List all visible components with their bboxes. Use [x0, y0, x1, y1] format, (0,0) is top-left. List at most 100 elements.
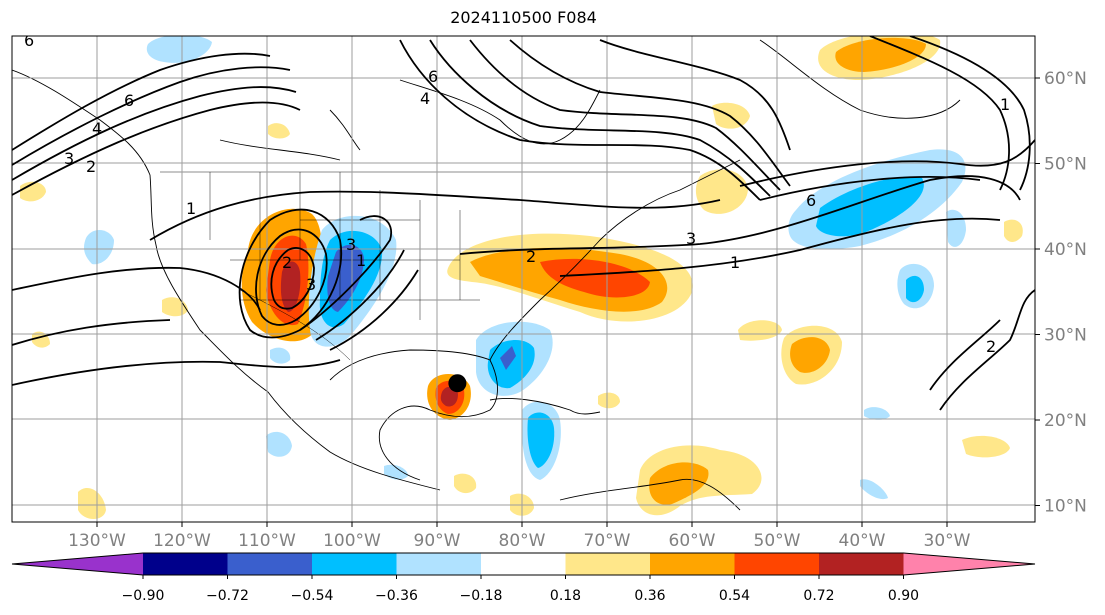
colorbar-level-label: 0.90 [888, 588, 919, 604]
contour-label: 1 [186, 199, 196, 218]
colorbar-segment [143, 553, 228, 575]
longitude-label: 90°W [414, 531, 461, 551]
colorbar-extend-min [12, 553, 143, 575]
contour-line [869, 36, 1010, 191]
colorbar-segment [396, 553, 482, 575]
coastline-cuba [489, 398, 601, 415]
longitude-label: 40°W [839, 531, 886, 551]
colorbar-level-label: 0.54 [719, 588, 750, 604]
colorbar-tick-labels: −0.90 −0.72 −0.54 −0.36 −0.18 0.18 0.36 0.54 0.7… [122, 575, 919, 604]
colorbar-segment [650, 553, 735, 575]
coastline-gulf [329, 349, 498, 481]
contour-line [238, 208, 343, 339]
longitude-label: 130°W [68, 531, 126, 551]
contour-line [149, 190, 721, 241]
contour-label: 3 [686, 229, 696, 248]
contour-label: 6 [806, 191, 816, 210]
contour-line [739, 139, 1035, 187]
colorbar-level-label: −0.90 [122, 588, 165, 604]
colorbar-segment [819, 553, 904, 575]
contour-label: 6 [428, 67, 438, 86]
contour-label: 2 [86, 157, 96, 176]
contour-line [12, 101, 301, 196]
coastline-pacific-north [12, 69, 441, 491]
coastline-greenland [759, 39, 961, 119]
contour-label: 2 [986, 337, 996, 356]
contour-line [315, 249, 405, 341]
coastline-south-america [559, 478, 741, 511]
contour-label: 4 [420, 89, 430, 108]
colorbar-level-label: −0.18 [460, 588, 503, 604]
contour-line [255, 228, 328, 326]
contour-line [429, 39, 771, 197]
colorbar-segment [227, 553, 313, 575]
contour-line [509, 39, 791, 187]
latitude-label: 50°N [1044, 155, 1087, 175]
coastlines [12, 39, 961, 511]
contour-line [459, 175, 1021, 255]
colorbar-segment [565, 553, 651, 575]
contour-label: 1 [356, 251, 366, 270]
longitude-tick-labels: 130°W 120°W 110°W 100°W 90°W 80°W 70°W 60°W 50°W… [68, 522, 971, 551]
contour-label: 6 [24, 31, 34, 50]
colorbar-level-label: 0.36 [634, 588, 665, 604]
colorbar-segment [734, 553, 820, 575]
latitude-label: 20°N [1044, 411, 1087, 431]
contour-label: 2 [282, 253, 292, 272]
contour-line [299, 215, 393, 331]
colorbar-level-label: 0.18 [550, 588, 581, 604]
colorbar-level-label: −0.54 [291, 588, 334, 604]
coastline-hudson [399, 79, 601, 145]
coastline-atlantic [489, 159, 741, 361]
longitude-label: 50°W [754, 531, 801, 551]
contour-line [12, 52, 271, 151]
contour-labels: 6 6 4 3 2 1 6 4 3 1 2 3 6 2 3 1 1 2 [24, 31, 1010, 356]
map-frame [11, 35, 1036, 523]
latitude-label: 30°N [1044, 326, 1087, 346]
colorbar-level-label: 0.72 [803, 588, 834, 604]
contour-label: 4 [92, 119, 102, 138]
contour-label: 6 [124, 91, 134, 110]
longitude-label: 60°W [669, 531, 716, 551]
contour-line [270, 247, 315, 310]
map-area: 6 6 4 3 2 1 6 4 3 1 2 3 6 2 3 1 1 2 [12, 31, 1035, 522]
contours [12, 36, 1035, 411]
contour-line [12, 319, 171, 346]
contour-line [909, 36, 1031, 191]
shaded-anomalies [20, 36, 1023, 519]
contour-label: 2 [526, 247, 536, 266]
colorbar-segment [481, 553, 566, 575]
contour-line [329, 269, 419, 351]
colorbar-level-label: −0.72 [206, 588, 249, 604]
political-borders [160, 171, 700, 361]
contour-line [559, 217, 1001, 277]
longitude-label: 80°W [499, 531, 546, 551]
longitude-label: 110°W [238, 531, 296, 551]
contour-line [12, 266, 261, 311]
longitude-label: 100°W [323, 531, 381, 551]
latitude-label: 10°N [1044, 497, 1087, 517]
contour-line [469, 39, 781, 191]
longitude-label: 70°W [584, 531, 631, 551]
colorbar-segment [312, 553, 397, 575]
latitude-tick-labels: 60°N 50°N 40°N 30°N 20°N 10°N [1035, 69, 1087, 517]
contour-line [399, 39, 761, 201]
contour-line [939, 289, 1035, 411]
colorbar-level-label: −0.36 [375, 588, 418, 604]
contour-line [12, 86, 297, 181]
map-title: 2024110500 F084 [450, 8, 597, 27]
contour-label: 3 [346, 235, 356, 254]
contour-line [12, 359, 341, 386]
longitude-label: 30°W [924, 531, 971, 551]
latitude-label: 40°N [1044, 240, 1087, 260]
contour-label: 1 [1000, 95, 1010, 114]
storm-center-marker [448, 374, 467, 393]
latitude-label: 60°N [1044, 69, 1087, 89]
contour-label: 3 [64, 149, 74, 168]
contour-line [599, 39, 791, 151]
colorbar [11, 552, 1036, 576]
colorbar-extend-max [903, 553, 1035, 575]
contour-label: 1 [730, 253, 740, 272]
longitude-label: 120°W [153, 531, 211, 551]
